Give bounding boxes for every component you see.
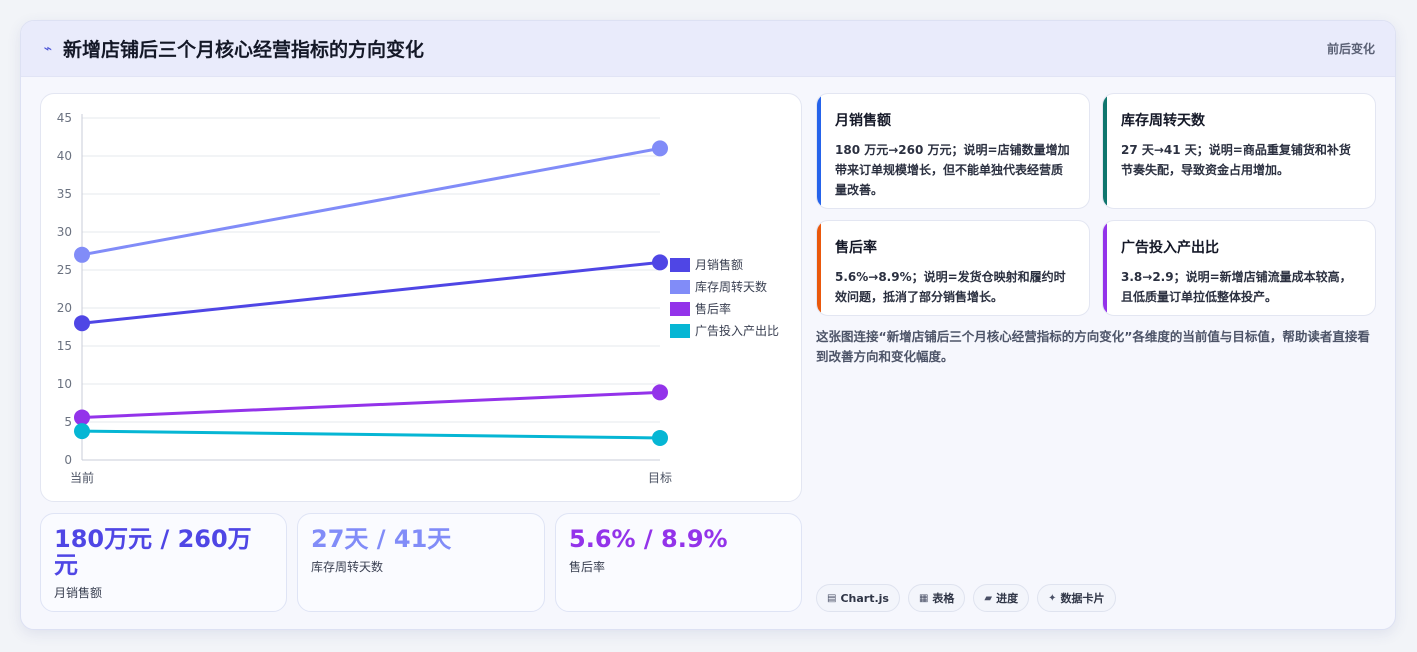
y-tick-label: 10 [57, 377, 72, 391]
tag-table[interactable]: ▦ 表格 [907, 584, 966, 612]
metric-desc: 3.8→2.9；说明=新增店铺流量成本较高，且低质量订单拉低整体投产。 [1121, 270, 1352, 304]
chart-panel: 0 5 10 15 20 25 30 35 40 45 当前 目标 月销售额库存周转天数 售后率广告投入产… [40, 93, 802, 502]
legend-label: 月销售额 [695, 257, 743, 272]
stat-label: 售后率 [569, 560, 606, 574]
series-line [81, 429, 661, 440]
metric-desc: 5.6%→8.9%；说明=发货仓映射和履约时效问题，抵消了部分销售增长。 [835, 270, 1066, 304]
y-tick-label: 30 [57, 225, 72, 239]
chart-caption: 这张图连接“新增店铺后三个月核心经营指标的方向变化”各维度的当前值与目标值，帮助… [816, 329, 1370, 364]
data-point [74, 409, 90, 426]
stat-label: 月销售额 [54, 586, 103, 600]
y-tick-label: 5 [64, 415, 72, 429]
tag-label: Chart.js [840, 591, 889, 605]
chart-icon: ▤ [827, 592, 837, 604]
legend-label: 广告投入产出比 [695, 323, 779, 338]
tag-label: 表格 [932, 592, 955, 605]
y-tick-label: 40 [57, 149, 72, 163]
card-icon: ✦ [1048, 592, 1057, 604]
metric-title: 广告投入产出比 [1121, 240, 1219, 256]
data-point [652, 140, 668, 157]
table-icon: ▦ [918, 592, 929, 604]
legend-swatch [670, 258, 690, 272]
legend-swatch [670, 302, 690, 316]
card-header: ⌁ 新增店铺后三个月核心经营指标的方向变化 前后变化 [21, 21, 1395, 77]
stat-card-sales: 180万元 / 260万元 月销售额 [40, 513, 287, 612]
metric-title: 售后率 [835, 240, 877, 256]
tag-chartjs[interactable]: ▤ Chart.js [816, 584, 900, 612]
metric-card-inventory: 库存周转天数 27 天→41 天；说明=商品重复铺货和补货节奏失配，导致资金占用… [1102, 93, 1376, 209]
title-wrap: ⌁ 新增店铺后三个月核心经营指标的方向变化 [41, 35, 424, 62]
legend-label: 售后率 [695, 301, 731, 316]
legend-swatch [670, 280, 690, 294]
stat-value: 180万元 / 260万元 [54, 525, 252, 579]
tag-label: 进度 [996, 592, 1019, 605]
stat-card-return-rate: 5.6% / 8.9% 售后率 [555, 513, 802, 612]
line-chart: 0 5 10 15 20 25 30 35 40 45 当前 目标 月销售额库存周转天数售后率广告投入产… [57, 111, 779, 485]
y-tick-label: 45 [57, 111, 72, 125]
tag-list: ▤ Chart.js ▦ 表格 ▰ 进度 ✦ 数据卡片 [816, 584, 1116, 612]
stat-value: 5.6% / 8.9% [569, 525, 728, 553]
legend-label: 库存周转天数 [695, 279, 767, 294]
metric-title: 库存周转天数 [1121, 113, 1205, 129]
metric-card-ad-roi: 广告投入产出比 3.8→2.9；说明=新增店铺流量成本较高，且低质量订单拉低整体… [1102, 220, 1376, 316]
series-line [81, 146, 661, 257]
data-point [74, 423, 90, 440]
main-card: ⌁ 新增店铺后三个月核心经营指标的方向变化 前后变化 0 5 10 15 20 25 30 3… [20, 20, 1396, 630]
y-tick-label: 15 [57, 339, 72, 353]
trend-icon: ⌁ [43, 40, 53, 57]
stat-label: 库存周转天数 [311, 560, 384, 574]
series-line [81, 260, 661, 325]
metric-title: 月销售额 [835, 113, 891, 129]
legend-swatch [670, 324, 690, 338]
x-tick-label: 当前 [70, 470, 94, 485]
data-point [74, 246, 90, 263]
metric-desc: 27 天→41 天；说明=商品重复铺货和补货节奏失配，导致资金占用增加。 [1121, 143, 1351, 177]
metric-desc: 180 万元→260 万元；说明=店铺数量增加带来订单规模增长，但不能单独代表经… [835, 143, 1070, 197]
y-tick-label: 0 [64, 453, 72, 467]
data-point [652, 429, 668, 446]
header-tag: 前后变化 [1326, 42, 1375, 56]
stat-value: 27天 / 41天 [311, 525, 452, 553]
metric-card-return-rate: 售后率 5.6%→8.9%；说明=发货仓映射和履约时效问题，抵消了部分销售增长。 [816, 220, 1090, 316]
metric-card-sales: 月销售额 180 万元→260 万元；说明=店铺数量增加带来订单规模增长，但不能… [816, 93, 1090, 209]
page-title: 新增店铺后三个月核心经营指标的方向变化 [63, 39, 425, 61]
stat-card-inventory: 27天 / 41天 库存周转天数 [297, 513, 545, 612]
data-point [652, 384, 668, 401]
data-point [652, 254, 668, 271]
tag-label: 数据卡片 [1060, 592, 1105, 605]
data-point [74, 315, 90, 332]
tag-progress[interactable]: ▰ 进度 [973, 584, 1030, 612]
series-line [81, 390, 661, 419]
y-tick-label: 20 [57, 301, 72, 315]
progress-icon: ▰ [984, 592, 993, 604]
tag-data-card[interactable]: ✦ 数据卡片 [1037, 584, 1116, 612]
y-tick-label: 25 [57, 263, 72, 277]
y-tick-label: 35 [57, 187, 72, 201]
x-tick-label: 目标 [648, 471, 672, 485]
